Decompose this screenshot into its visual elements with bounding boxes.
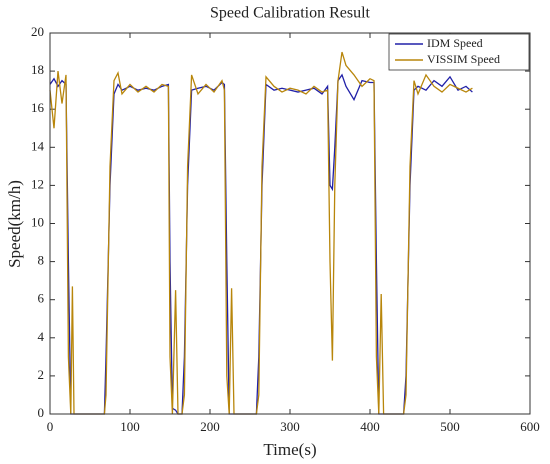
x-tick-label: 500	[440, 419, 460, 434]
plot-frame	[49, 32, 531, 415]
x-axis-label: Time(s)	[263, 440, 316, 459]
y-tick-label: 4	[38, 329, 45, 344]
y-tick-label: 10	[31, 214, 44, 229]
y-tick-label: 14	[31, 138, 45, 153]
y-tick-label: 18	[31, 62, 44, 77]
legend-label: VISSIM Speed	[427, 52, 500, 66]
x-tick-label: 100	[120, 419, 140, 434]
y-axis-label: Speed(km/h)	[5, 180, 24, 268]
y-tick-label: 16	[31, 100, 45, 115]
x-tick-label: 0	[47, 419, 54, 434]
line-series	[49, 51, 473, 415]
x-tick-label: 200	[200, 419, 220, 434]
x-tick-label: 600	[520, 419, 540, 434]
y-tick-label: 0	[38, 405, 45, 420]
y-tick-label: 20	[31, 24, 44, 39]
x-tick-label: 300	[280, 419, 300, 434]
y-tick-label: 12	[31, 176, 44, 191]
legend-box	[388, 33, 530, 71]
x-tick-label: 400	[360, 419, 380, 434]
y-tick-label: 6	[38, 291, 45, 306]
y-tick-label: 2	[38, 367, 45, 382]
chart-title: Speed Calibration Result	[210, 5, 371, 22]
legend-label: IDM Speed	[427, 36, 483, 50]
y-tick-label: 8	[38, 253, 45, 268]
